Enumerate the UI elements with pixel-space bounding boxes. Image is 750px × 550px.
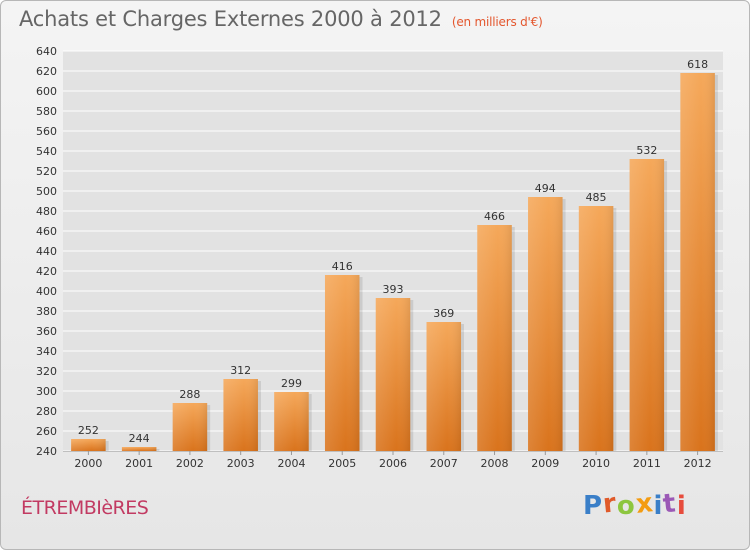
logo-letter: x (634, 488, 656, 520)
x-tick-label: 2003 (227, 457, 255, 470)
bar-value-label: 466 (484, 210, 505, 223)
bar-highlight (223, 379, 258, 451)
y-tick-label: 620 (36, 65, 57, 78)
x-tick-label: 2008 (481, 457, 509, 470)
y-tick-label: 420 (36, 265, 57, 278)
y-tick-label: 300 (36, 385, 57, 398)
y-tick-label: 460 (36, 225, 57, 238)
bar-highlight (680, 73, 715, 451)
bar-value-label: 288 (179, 388, 200, 401)
y-tick-label: 260 (36, 425, 57, 438)
bar-value-label: 244 (129, 432, 150, 445)
y-tick-label: 320 (36, 365, 57, 378)
chart-title: Achats et Charges Externes 2000 à 2012 (e… (19, 7, 543, 31)
y-tick-label: 520 (36, 165, 57, 178)
bar-highlight (477, 225, 512, 451)
bar-highlight (121, 447, 157, 451)
bar-highlight (324, 275, 360, 451)
y-tick-label: 540 (36, 145, 57, 158)
x-tick-label: 2005 (328, 457, 356, 470)
y-tick-label: 360 (36, 325, 57, 338)
chart-title-text: Achats et Charges Externes 2000 à 2012 (19, 7, 442, 31)
logo-letter: r (601, 488, 619, 520)
proxiti-logo: Proxiti (583, 488, 687, 521)
bar-highlight (578, 206, 614, 451)
x-tick-label: 2002 (176, 457, 204, 470)
x-tick-label: 2004 (277, 457, 305, 470)
bar-highlight (274, 392, 309, 451)
bar-value-label: 369 (433, 307, 454, 320)
y-tick-label: 480 (36, 205, 57, 218)
x-tick-label: 2000 (74, 457, 102, 470)
bar-highlight (629, 159, 665, 451)
bar-value-label: 299 (281, 377, 302, 390)
bar-value-label: 494 (535, 182, 556, 195)
y-tick-label: 600 (36, 85, 57, 98)
bar-value-label: 393 (383, 283, 404, 296)
bar-value-label: 532 (636, 144, 657, 157)
bar-value-label: 485 (586, 191, 607, 204)
y-tick-label: 560 (36, 125, 57, 138)
x-tick-label: 2012 (684, 457, 712, 470)
logo-letter: i (676, 491, 687, 521)
x-tick-label: 2011 (633, 457, 661, 470)
bar-highlight (172, 403, 208, 451)
bar-highlight (528, 197, 563, 451)
bar-value-label: 312 (230, 364, 251, 377)
y-tick-label: 340 (36, 345, 57, 358)
x-tick-label: 2001 (125, 457, 153, 470)
logo-letter: P (583, 491, 604, 521)
y-tick-label: 240 (36, 445, 57, 458)
bar-highlight (375, 298, 411, 451)
x-tick-label: 2006 (379, 457, 407, 470)
logo-letter: o (616, 491, 636, 521)
y-tick-label: 280 (36, 405, 57, 418)
x-tick-label: 2007 (430, 457, 458, 470)
y-tick-label: 440 (36, 245, 57, 258)
y-tick-label: 580 (36, 105, 57, 118)
y-tick-label: 640 (36, 45, 57, 58)
y-tick-label: 500 (36, 185, 57, 198)
bar-value-label: 618 (687, 58, 708, 71)
commune-name: ÉTREMBIèRES (21, 497, 149, 519)
y-tick-label: 400 (36, 285, 57, 298)
y-tick-label: 380 (36, 305, 57, 318)
bar-highlight (71, 439, 106, 451)
bar-value-label: 252 (78, 424, 99, 437)
x-tick-label: 2009 (531, 457, 559, 470)
logo-letter: i (653, 491, 664, 521)
chart-unit: (en milliers d'€) (451, 15, 543, 29)
bar-value-label: 416 (332, 260, 353, 273)
bar-highlight (426, 322, 462, 451)
x-tick-label: 2010 (582, 457, 610, 470)
